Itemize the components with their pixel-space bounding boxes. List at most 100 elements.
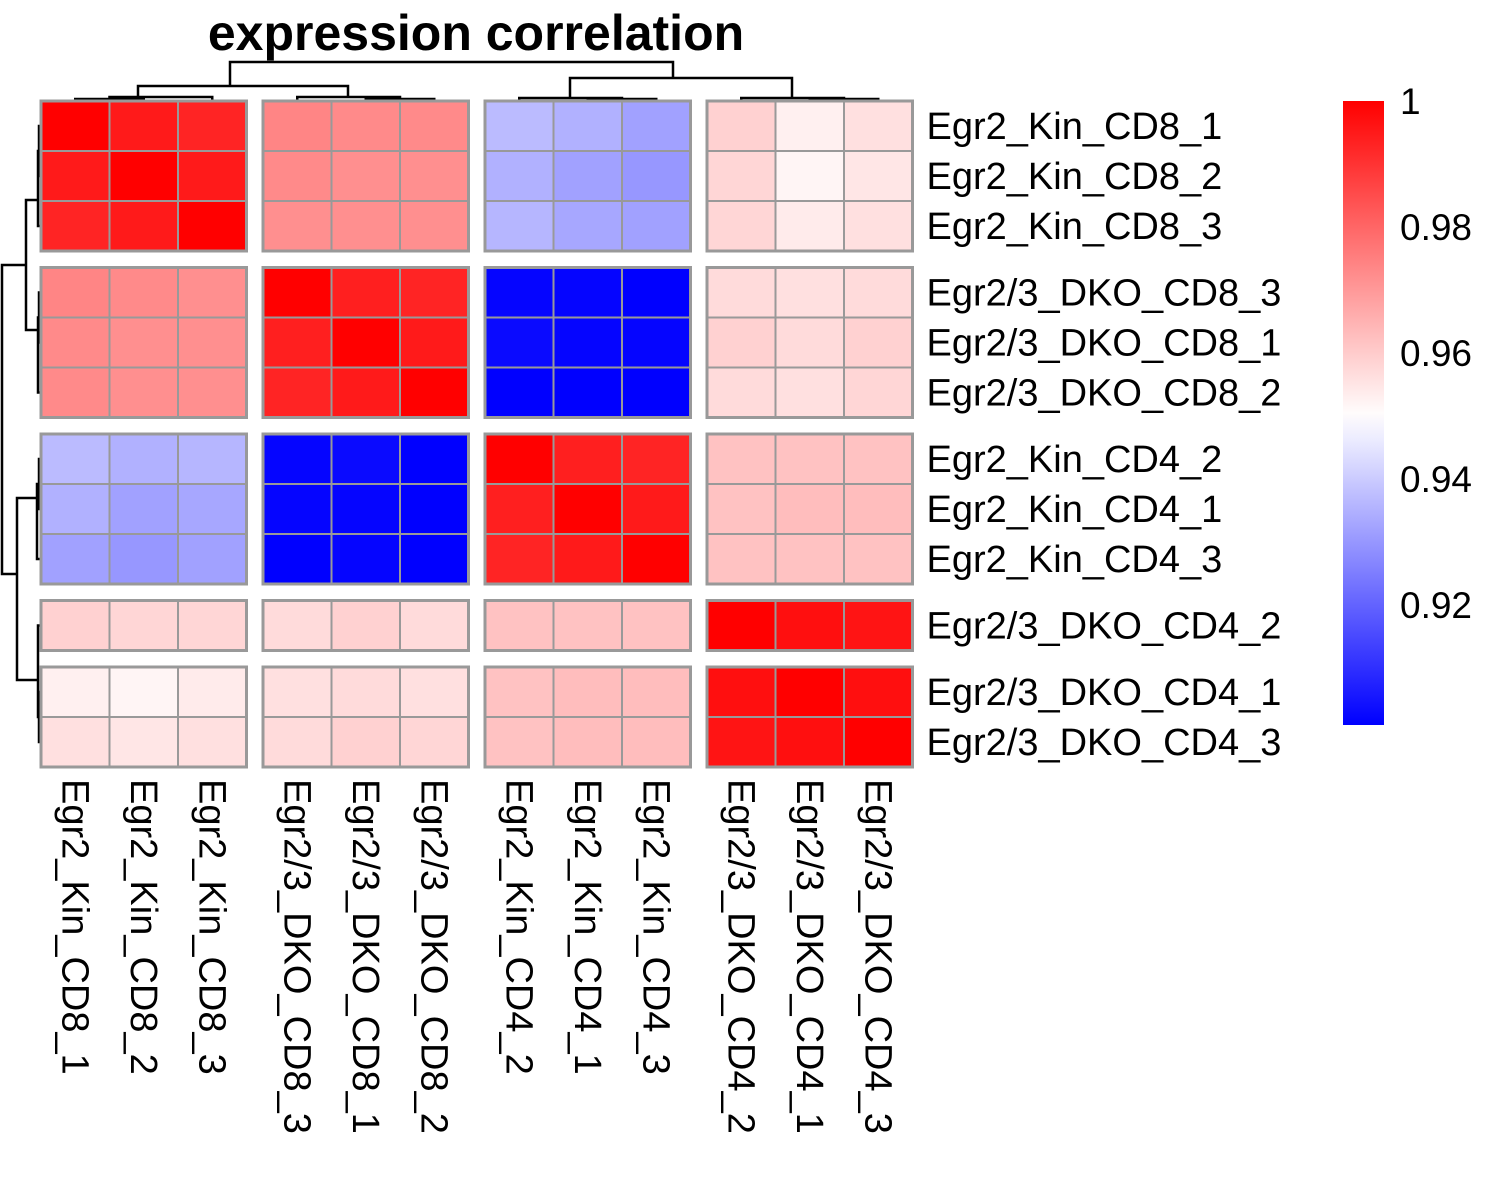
heatmap-cell (621, 150, 692, 202)
row-label: Egr2_Kin_CD8_2 (927, 156, 1223, 198)
column-dendrogram (74, 60, 880, 101)
heatmap-cell (552, 483, 623, 535)
heatmap-block-border (483, 432, 692, 586)
legend-tick-label: 0.94 (1400, 459, 1472, 500)
heatmap-cell (177, 716, 248, 768)
heatmap-cell (330, 666, 401, 718)
heatmap-block-border (483, 266, 692, 419)
row-label: Egr2/3_DKO_CD8_1 (927, 323, 1282, 365)
heatmap-cell (484, 150, 555, 202)
heatmap-cell (843, 716, 914, 768)
row-dendrogram (0, 124, 41, 744)
heatmap-cell (843, 533, 914, 585)
column-label: Egr2/3_DKO_CD8_2 (412, 779, 454, 1134)
heatmap-cell (843, 483, 914, 535)
heatmap-cell (484, 200, 555, 252)
legend-tick-label: 0.92 (1400, 585, 1472, 626)
row-dendrogram-branch (15, 496, 38, 682)
heatmap-cell (843, 316, 914, 369)
chart-title: expression correlation (208, 5, 744, 61)
heatmap-cell (621, 266, 692, 319)
heatmap-cell (552, 200, 623, 252)
heatmap-block-border (705, 99, 914, 253)
heatmap-block-border (705, 665, 914, 769)
heatmap-cell (706, 100, 777, 152)
heatmap-cell (177, 483, 248, 535)
heatmap-cell (177, 666, 248, 718)
heatmap-cell (330, 200, 401, 252)
heatmap-cell (843, 599, 914, 652)
heatmap-cell (177, 599, 248, 652)
row-label: Egr2/3_DKO_CD4_3 (927, 722, 1282, 764)
heatmap-cell (108, 716, 179, 768)
row-label: Egr2_Kin_CD4_1 (927, 489, 1223, 531)
heatmap-cell (706, 200, 777, 252)
heatmap-block-border (39, 266, 248, 419)
heatmap-cell (399, 533, 470, 585)
heatmap-cell (706, 366, 777, 419)
row-label: Egr2/3_DKO_CD8_2 (927, 373, 1282, 415)
heatmap-cell (774, 150, 845, 202)
heatmap-cell (843, 100, 914, 152)
legend-color-bar (1343, 101, 1384, 725)
heatmap-cell (706, 266, 777, 319)
heatmap-cell (774, 100, 845, 152)
heatmap-cell (262, 483, 333, 535)
heatmap-cell (40, 483, 111, 535)
heatmap-block-border (261, 665, 470, 769)
heatmap-cell (177, 150, 248, 202)
heatmap-cell (552, 266, 623, 319)
heatmap-cell (108, 666, 179, 718)
heatmap-block-border (261, 432, 470, 586)
heatmap-cell (399, 716, 470, 768)
heatmap-cell (177, 200, 248, 252)
heatmap-cell (108, 483, 179, 535)
heatmap-cell (262, 366, 333, 419)
column-label: Egr2/3_DKO_CD4_2 (719, 779, 761, 1134)
heatmap-cell (330, 316, 401, 369)
heatmap-cell (774, 433, 845, 485)
heatmap-cell (843, 266, 914, 319)
heatmap-cell (484, 316, 555, 369)
heatmap-cell (552, 599, 623, 652)
heatmap-cell (108, 316, 179, 369)
row-dendrogram-branch (24, 198, 38, 332)
column-label: Egr2/3_DKO_CD4_3 (856, 779, 898, 1134)
heatmap-cell (706, 666, 777, 718)
heatmap-cell (552, 100, 623, 152)
heatmap-cell (262, 599, 333, 652)
heatmap-cell (177, 100, 248, 152)
heatmap-cell (621, 599, 692, 652)
heatmap-cell (484, 716, 555, 768)
column-dendrogram-branch (136, 84, 350, 97)
column-dendrogram-branch (568, 76, 794, 98)
heatmap-cell (330, 366, 401, 419)
row-labels: Egr2_Kin_CD8_1 Egr2_Kin_CD8_2 Egr2_Kin_CD8… (927, 106, 1282, 764)
column-dendrogram-branch (108, 95, 214, 100)
row-label: Egr2_Kin_CD4_2 (927, 439, 1223, 481)
heatmap-cell (552, 316, 623, 369)
heatmap-cell (108, 266, 179, 319)
heatmap-cell (262, 100, 333, 152)
heatmap-cell (177, 433, 248, 485)
heatmap-block-border (261, 99, 470, 253)
heatmap-cell (774, 316, 845, 369)
row-label: Egr2/3_DKO_CD4_1 (927, 672, 1282, 714)
heatmap-cell (706, 716, 777, 768)
heatmap-cell (621, 100, 692, 152)
heatmap-cell (262, 150, 333, 202)
heatmap-cell (262, 533, 333, 585)
column-label: Egr2/3_DKO_CD8_3 (275, 779, 317, 1134)
legend-tick-label: 1 (1400, 81, 1421, 122)
heatmap-cell (177, 533, 248, 585)
heatmap-cell (399, 483, 470, 535)
row-label: Egr2_Kin_CD8_1 (927, 106, 1223, 148)
heatmap-cell (552, 533, 623, 585)
heatmap-cell (399, 666, 470, 718)
heatmap-cell (706, 433, 777, 485)
column-label: Egr2_Kin_CD4_2 (497, 779, 539, 1075)
heatmap-cell (399, 100, 470, 152)
heatmap-cell (621, 483, 692, 535)
row-label: Egr2/3_DKO_CD4_2 (927, 606, 1282, 648)
heatmap-cell (774, 266, 845, 319)
